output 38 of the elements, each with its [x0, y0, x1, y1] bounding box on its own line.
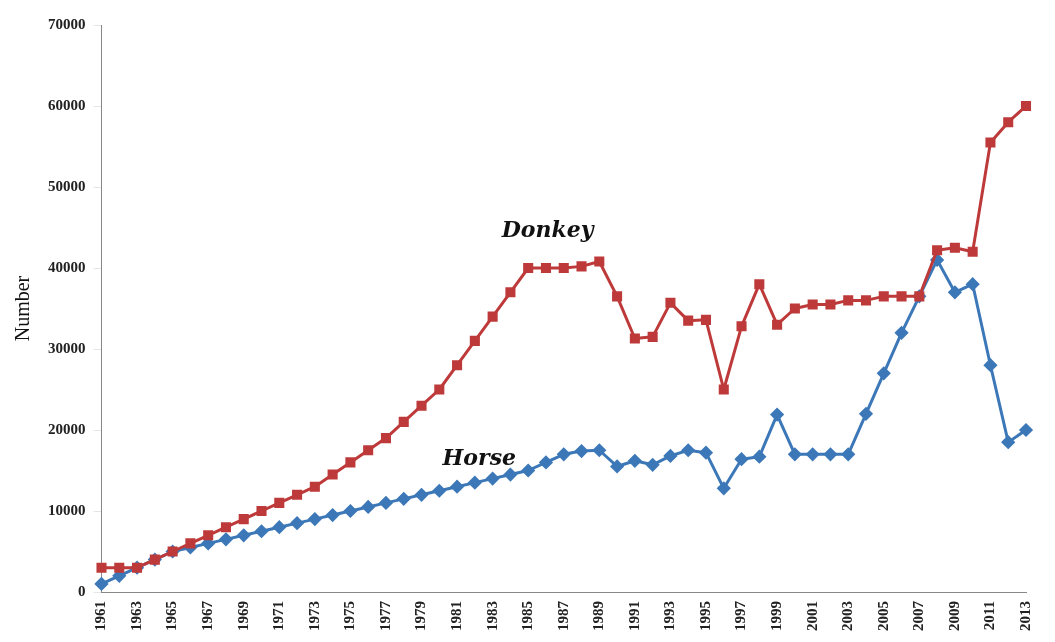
- y-tick-label: 70000: [48, 15, 86, 32]
- series-label: Donkey: [500, 215, 596, 242]
- y-tick-label: 20000: [48, 420, 86, 437]
- x-tick-label: 1977: [376, 600, 393, 631]
- x-tick-label: 2003: [839, 601, 856, 631]
- x-tick-label: 1961: [92, 601, 109, 631]
- x-tick-label: 2009: [945, 601, 962, 631]
- x-tick-label: 1985: [519, 601, 536, 631]
- y-axis-title: Number: [11, 275, 34, 342]
- x-tick-label: 1989: [590, 601, 607, 631]
- x-tick-label: 2005: [874, 601, 891, 631]
- y-tick-label: 60000: [48, 96, 86, 113]
- y-tick-label: 40000: [48, 258, 86, 275]
- x-tick-label: 1981: [447, 601, 464, 631]
- y-tick-label: 10000: [48, 501, 86, 518]
- y-tick-label: 0: [78, 582, 86, 599]
- x-tick-label: 1965: [163, 601, 180, 631]
- x-tick-label: 2011: [981, 601, 998, 631]
- x-tick-label: 2007: [910, 600, 927, 631]
- series-label: Horse: [441, 443, 517, 470]
- x-tick-label: 1987: [554, 600, 571, 631]
- x-tick-label: 1963: [127, 601, 144, 631]
- y-tick-label: 50000: [48, 177, 86, 194]
- x-tick-label: 1973: [305, 601, 322, 631]
- x-tick-label: 1999: [767, 601, 784, 631]
- x-tick-label: 1991: [625, 601, 642, 631]
- y-tick-label: 30000: [48, 339, 86, 356]
- x-tick-label: 1971: [270, 601, 287, 631]
- x-tick-label: 2013: [1016, 601, 1033, 631]
- x-tick-label: 1995: [696, 601, 713, 631]
- x-tick-label: 1967: [199, 600, 216, 631]
- x-tick-label: 1969: [234, 601, 251, 631]
- x-tick-label: 1997: [732, 600, 749, 631]
- x-tick-label: 1975: [341, 601, 358, 631]
- x-tick-label: 1983: [483, 601, 500, 631]
- x-tick-label: 1993: [661, 601, 678, 631]
- x-tick-label: 1979: [412, 601, 429, 631]
- x-tick-label: 2001: [803, 601, 820, 631]
